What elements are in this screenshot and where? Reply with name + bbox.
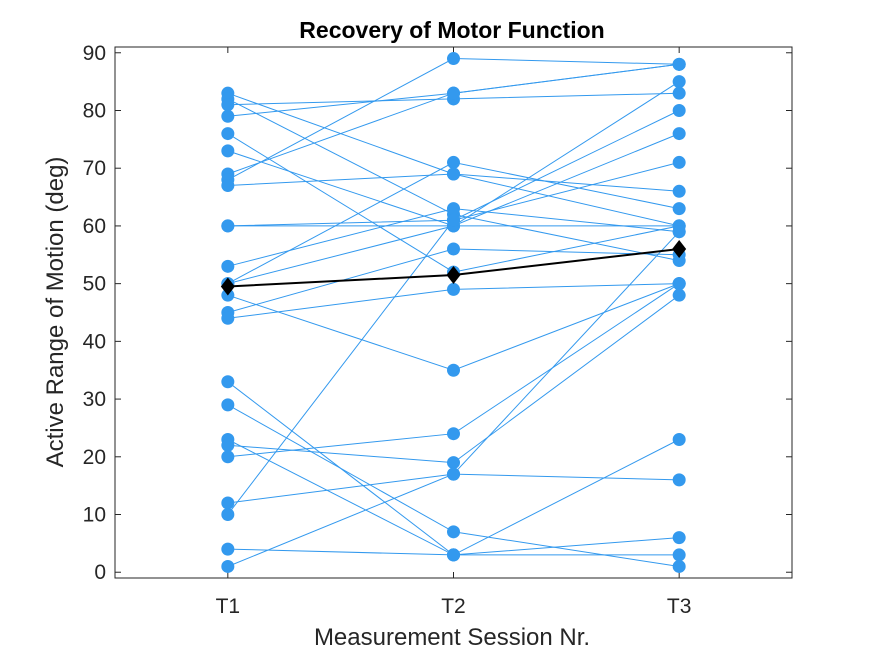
subject-point bbox=[221, 127, 235, 141]
subject-point bbox=[447, 213, 460, 227]
subject-point bbox=[447, 525, 460, 539]
x-tick-label: T1 bbox=[216, 595, 241, 618]
chart-title: Recovery of Motor Function bbox=[299, 17, 604, 43]
plot-area-border bbox=[114, 46, 793, 579]
subject-point bbox=[447, 363, 460, 377]
y-tick-label: 80 bbox=[83, 99, 106, 122]
subject-point bbox=[672, 75, 686, 89]
subject-point bbox=[447, 548, 460, 562]
subject-lines bbox=[227, 57, 680, 567]
y-axis-ticks: 0 10 20 30 40 50 60 70 80 90 bbox=[83, 42, 792, 584]
subject-point bbox=[672, 202, 686, 216]
y-tick-label: 70 bbox=[83, 157, 106, 180]
mean-diamond-marker bbox=[672, 240, 687, 259]
subject-point bbox=[672, 103, 686, 117]
subject-point bbox=[672, 277, 686, 291]
subject-point bbox=[221, 508, 235, 522]
subject-point bbox=[672, 225, 686, 239]
subject-point bbox=[447, 155, 460, 169]
subject-point bbox=[447, 427, 460, 441]
y-tick-label: 30 bbox=[83, 388, 106, 411]
x-tick-label: T2 bbox=[441, 595, 466, 618]
y-tick-label: 40 bbox=[83, 330, 106, 353]
subject-point bbox=[447, 282, 460, 296]
subject-point bbox=[221, 98, 235, 112]
subject-point bbox=[447, 202, 460, 216]
subject-point bbox=[221, 559, 235, 573]
subject-point bbox=[672, 155, 686, 169]
subject-point bbox=[221, 496, 235, 510]
subject-point bbox=[672, 127, 686, 141]
y-tick-label: 10 bbox=[83, 504, 106, 527]
subject-point bbox=[447, 242, 460, 256]
y-axis-label: Active Range of Motion (deg) bbox=[42, 157, 69, 468]
subject-point bbox=[221, 311, 235, 325]
subject-point bbox=[672, 184, 686, 198]
subject-point bbox=[221, 542, 235, 556]
mean-diamond-marker bbox=[220, 277, 235, 296]
subject-point bbox=[221, 438, 235, 452]
subject-point bbox=[447, 467, 460, 481]
subject-point bbox=[221, 450, 235, 464]
subject-point bbox=[447, 167, 460, 181]
y-tick-label: 50 bbox=[83, 273, 106, 296]
mean-series bbox=[220, 240, 687, 296]
subject-point bbox=[221, 259, 235, 273]
subject-point bbox=[672, 473, 686, 487]
subject-line-15 bbox=[227, 283, 680, 371]
subject-point bbox=[672, 548, 686, 562]
subject-point bbox=[447, 52, 460, 66]
y-tick-label: 0 bbox=[94, 561, 106, 584]
subject-point bbox=[221, 179, 235, 193]
plot-frame bbox=[114, 46, 793, 579]
subject-point bbox=[672, 432, 686, 446]
x-tick-label: T3 bbox=[667, 595, 692, 618]
subject-point bbox=[447, 456, 460, 470]
mean-diamond-marker bbox=[446, 265, 461, 284]
subject-point bbox=[221, 375, 235, 389]
y-tick-label: 90 bbox=[83, 42, 106, 65]
subject-point bbox=[672, 86, 686, 100]
y-tick-label: 60 bbox=[83, 215, 106, 238]
subject-point bbox=[221, 144, 235, 158]
subject-points bbox=[221, 52, 686, 573]
x-axis-ticks: T1 T2 T3 bbox=[216, 47, 692, 618]
y-tick-label: 20 bbox=[83, 446, 106, 469]
subject-point bbox=[221, 398, 235, 412]
subject-point bbox=[221, 219, 235, 233]
subject-point bbox=[672, 57, 686, 71]
subject-point bbox=[672, 288, 686, 302]
x-axis-label: Measurement Session Nr. bbox=[314, 624, 590, 651]
subject-point bbox=[447, 86, 460, 100]
subject-point bbox=[672, 531, 686, 545]
subject-point bbox=[672, 559, 686, 573]
subject-point bbox=[221, 109, 235, 123]
